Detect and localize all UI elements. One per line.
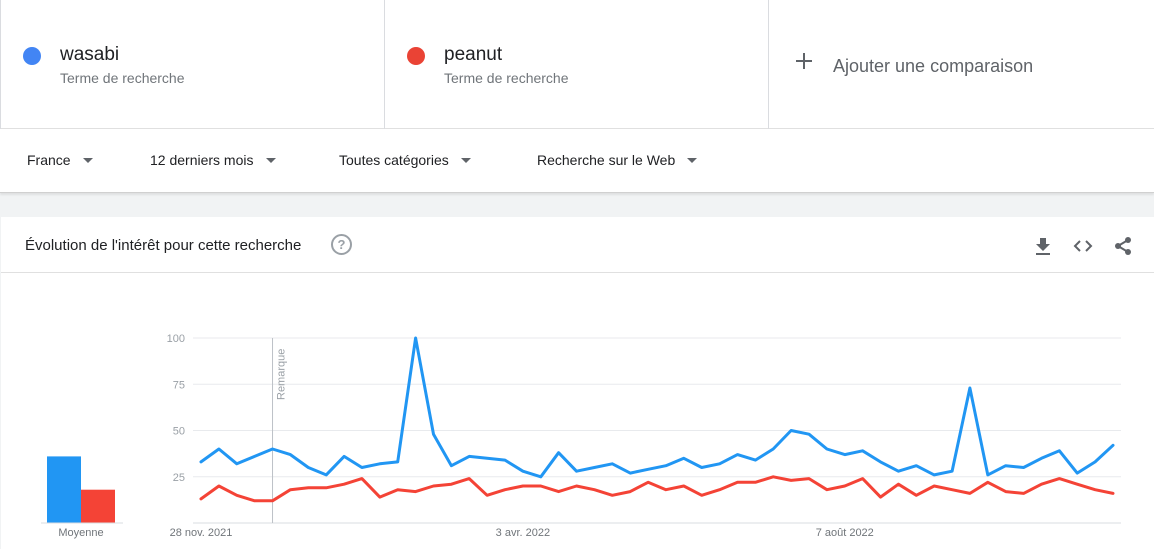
embed-icon[interactable]	[1072, 235, 1094, 257]
chart-lines	[199, 336, 1115, 503]
card-title: Évolution de l'intérêt pour cette recher…	[25, 237, 302, 254]
term-card-peanut[interactable]: peanut Terme de recherche	[384, 0, 768, 129]
average-bar-wasabi	[47, 456, 81, 523]
period-value: 12 derniers mois	[150, 152, 254, 168]
interest-chart[interactable]: Moyenne 100 75 50 25 Remarque 28 nov. 2021 3 …	[1, 273, 1154, 549]
x-tick-label: 28 nov. 2021	[170, 527, 233, 539]
y-tick-label: 50	[173, 426, 185, 438]
interest-over-time-card: Évolution de l'intérêt pour cette recher…	[1, 217, 1154, 549]
caret-down-icon	[82, 157, 93, 163]
filters-bar: France 12 derniers mois Toutes catégorie…	[0, 129, 1154, 193]
series-line-wasabi	[199, 336, 1115, 479]
download-icon[interactable]	[1032, 235, 1054, 257]
add-comparison-label: Ajouter une comparaison	[833, 56, 1034, 76]
average-label: Moyenne	[58, 527, 103, 539]
term-name[interactable]: wasabi	[60, 44, 120, 65]
term-type: Terme de recherche	[444, 70, 569, 86]
caret-down-icon	[265, 157, 276, 163]
term-type: Terme de recherche	[60, 70, 185, 86]
period-dropdown[interactable]: 12 derniers mois	[150, 152, 276, 168]
term-color-dot	[23, 47, 41, 65]
caret-down-icon	[687, 157, 698, 163]
add-comparison-button[interactable]: Ajouter une comparaison	[768, 0, 1154, 129]
series-line-peanut	[199, 475, 1115, 503]
region-dropdown[interactable]: France	[27, 152, 93, 168]
share-icon[interactable]	[1112, 235, 1134, 257]
category-value: Toutes catégories	[339, 152, 449, 168]
average-bar-peanut	[81, 489, 115, 523]
annotation-label: Remarque	[276, 349, 288, 400]
caret-down-icon	[460, 157, 471, 163]
card-header: Évolution de l'intérêt pour cette recher…	[1, 217, 1154, 273]
category-dropdown[interactable]: Toutes catégories	[339, 152, 471, 168]
y-tick-label: 25	[173, 472, 185, 484]
term-color-dot	[407, 47, 425, 65]
plus-icon	[795, 52, 813, 70]
region-value: France	[27, 152, 71, 168]
average-bars: Moyenne	[41, 456, 123, 539]
term-card-wasabi[interactable]: wasabi Terme de recherche	[0, 0, 384, 129]
search-terms-bar: wasabi Terme de recherche peanut Terme d…	[0, 0, 1154, 129]
x-tick-label: 7 août 2022	[816, 527, 874, 539]
search-type-dropdown[interactable]: Recherche sur le Web	[537, 152, 698, 168]
search-type-value: Recherche sur le Web	[537, 152, 676, 168]
help-icon[interactable]: ?	[331, 234, 352, 255]
chart-grid: 100 75 50 25 Remarque	[167, 333, 1121, 524]
term-name[interactable]: peanut	[444, 44, 503, 65]
x-axis-labels: 28 nov. 2021 3 avr. 2022 7 août 2022	[170, 527, 874, 539]
x-tick-label: 3 avr. 2022	[496, 527, 550, 539]
y-tick-label: 100	[167, 333, 185, 345]
y-tick-label: 75	[173, 379, 185, 391]
